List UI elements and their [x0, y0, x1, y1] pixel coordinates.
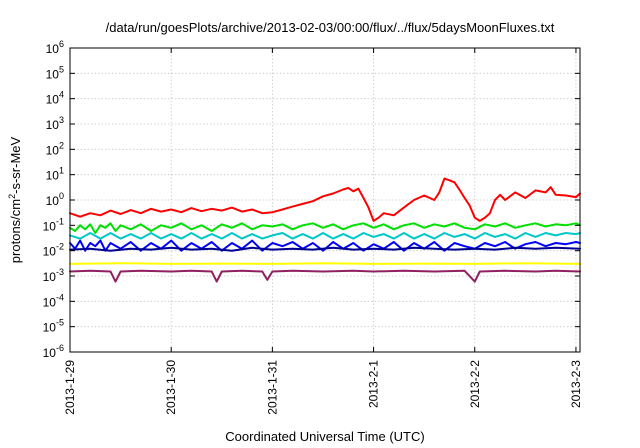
y-tick-label: 100 [46, 191, 64, 208]
series-line-1 [69, 177, 581, 222]
y-tick-exp: 1 [59, 166, 64, 176]
y-tick-exp: 4 [59, 90, 64, 100]
series-line-6 [69, 262, 581, 265]
x-tick-label: 2013-1-30 [164, 360, 178, 415]
x-tick-label: 2013-1-31 [265, 360, 279, 415]
x-tick-label: 2013-2-1 [367, 360, 381, 408]
y-tick-base: 10 [43, 321, 57, 335]
y-tick-base: 10 [46, 169, 60, 183]
y-tick-base: 10 [43, 270, 57, 284]
y-tick-base: 10 [46, 67, 60, 81]
plot-frame [69, 47, 581, 353]
x-tick-label: 2013-2-2 [468, 360, 482, 408]
y-axis-label: protons/cm2-s-sr-MeV [7, 136, 23, 263]
y-tick-exp: 3 [59, 115, 64, 125]
y-tick-base: 10 [43, 245, 57, 259]
y-tick-base: 10 [46, 143, 60, 157]
y-tick-label: 102 [46, 140, 64, 157]
series-line-2 [69, 222, 581, 234]
y-tick-label: 106 [46, 39, 64, 56]
y-tick-base: 10 [43, 295, 57, 309]
series-line-7 [69, 269, 581, 283]
series-line-3 [69, 232, 581, 240]
y-tick-base: 10 [46, 42, 60, 56]
y-tick-label: 10-1 [43, 216, 64, 233]
ticks: 10-610-510-410-310-210-11001011021031041… [43, 39, 583, 415]
y-tick-label: 10-3 [43, 267, 64, 284]
x-tick-label: 2013-2-3 [569, 360, 583, 408]
y-axis-label-rest: -s-sr-MeV [8, 136, 23, 193]
y-tick-label: 101 [46, 166, 64, 183]
y-tick-base: 10 [46, 93, 60, 107]
series-line-5 [69, 246, 581, 252]
y-tick-base: 10 [46, 118, 60, 132]
grid [70, 48, 580, 352]
y-tick-base: 10 [46, 194, 60, 208]
y-tick-exp: -6 [56, 343, 64, 353]
y-tick-exp: 5 [59, 64, 64, 74]
y-tick-base: 10 [43, 219, 57, 233]
y-tick-label: 103 [46, 115, 64, 132]
y-axis-label-base: protons/cm [8, 199, 23, 263]
x-axis-label: Coordinated Universal Time (UTC) [225, 429, 424, 444]
chart-title: /data/run/goesPlots/archive/2013-02-03/0… [106, 20, 555, 35]
y-tick-exp: 2 [59, 140, 64, 150]
y-tick-exp: -3 [56, 267, 64, 277]
series-line-4 [69, 239, 581, 252]
y-tick-label: 104 [46, 90, 64, 107]
y-tick-exp: -2 [56, 242, 64, 252]
y-tick-label: 10-6 [43, 343, 64, 360]
y-tick-exp: -1 [56, 216, 64, 226]
y-axis-label-sup: 2 [7, 194, 17, 199]
y-tick-label: 10-4 [43, 292, 64, 309]
y-tick-label: 10-5 [43, 318, 64, 335]
y-tick-exp: -5 [56, 318, 64, 328]
series-group [69, 177, 581, 283]
x-tick-label: 2013-1-29 [63, 360, 77, 415]
y-tick-exp: 6 [59, 39, 64, 49]
y-tick-base: 10 [43, 346, 57, 360]
y-tick-label: 10-2 [43, 242, 64, 259]
y-tick-exp: -4 [56, 292, 64, 302]
y-tick-label: 105 [46, 64, 64, 81]
y-tick-exp: 0 [59, 191, 64, 201]
